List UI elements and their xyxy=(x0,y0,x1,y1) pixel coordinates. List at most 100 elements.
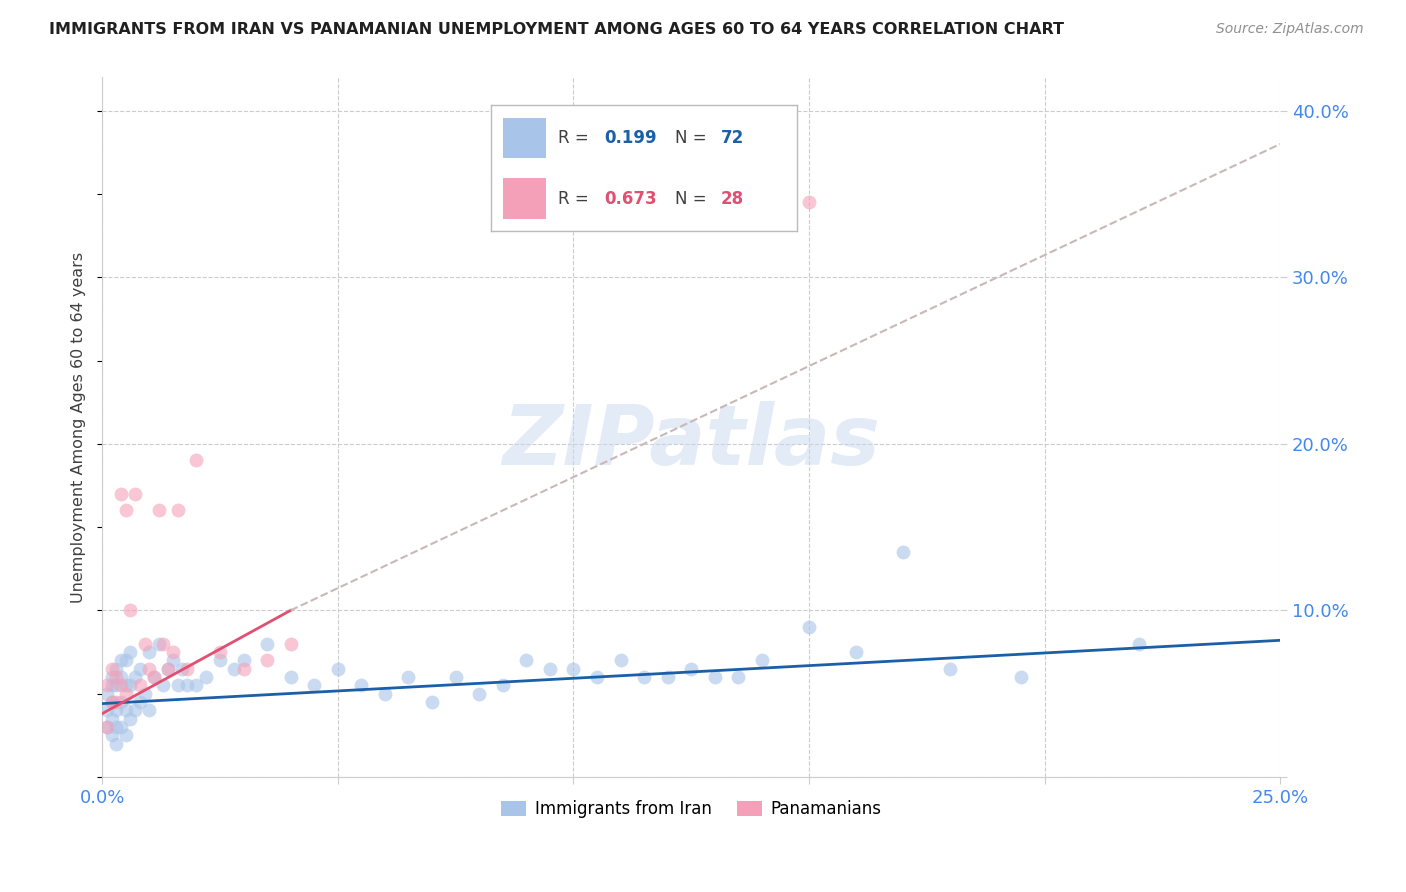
Point xyxy=(208,653,231,667)
Point xyxy=(703,670,725,684)
Point xyxy=(280,637,302,651)
Point xyxy=(96,720,118,734)
Point xyxy=(105,678,128,692)
Point xyxy=(224,662,246,676)
Point xyxy=(110,720,132,734)
Point xyxy=(194,670,217,684)
Point xyxy=(172,662,194,676)
Point xyxy=(100,695,122,709)
Point xyxy=(96,703,118,717)
Y-axis label: Unemployment Among Ages 60 to 64 years: Unemployment Among Ages 60 to 64 years xyxy=(72,252,86,603)
Point xyxy=(797,195,820,210)
Point xyxy=(398,670,420,684)
Point xyxy=(110,487,132,501)
Point xyxy=(143,670,166,684)
Point xyxy=(114,728,136,742)
Point xyxy=(100,712,122,726)
Point xyxy=(100,678,122,692)
Point xyxy=(114,703,136,717)
Point xyxy=(129,678,152,692)
Text: Source: ZipAtlas.com: Source: ZipAtlas.com xyxy=(1216,22,1364,37)
Point xyxy=(1128,637,1150,651)
Point xyxy=(100,670,122,684)
Point xyxy=(120,712,142,726)
Point xyxy=(110,670,132,684)
Point xyxy=(105,670,128,684)
Point xyxy=(166,503,188,517)
Point xyxy=(256,653,278,667)
Point xyxy=(232,653,254,667)
Point xyxy=(105,703,128,717)
Point xyxy=(96,687,118,701)
Point xyxy=(152,637,174,651)
Point xyxy=(148,503,170,517)
Point xyxy=(586,670,609,684)
Point xyxy=(105,662,128,676)
Point xyxy=(120,678,142,692)
Point xyxy=(727,670,749,684)
Point xyxy=(105,695,128,709)
Text: ZIPatlas: ZIPatlas xyxy=(502,401,880,482)
Point xyxy=(114,687,136,701)
Point xyxy=(105,737,128,751)
Point xyxy=(492,678,515,692)
Point xyxy=(538,662,561,676)
Point xyxy=(751,653,773,667)
Point xyxy=(124,670,146,684)
Point xyxy=(166,678,188,692)
Point xyxy=(633,670,655,684)
Point xyxy=(939,662,962,676)
Point xyxy=(208,645,231,659)
Point xyxy=(100,728,122,742)
Point xyxy=(515,653,537,667)
Point xyxy=(468,687,491,701)
Point xyxy=(162,653,184,667)
Point xyxy=(134,687,156,701)
Point xyxy=(891,545,914,559)
Point xyxy=(162,645,184,659)
Point xyxy=(120,645,142,659)
Point xyxy=(110,653,132,667)
Point xyxy=(681,662,703,676)
Point xyxy=(256,637,278,651)
Point xyxy=(105,720,128,734)
Point xyxy=(232,662,254,676)
Point xyxy=(350,678,373,692)
Point xyxy=(186,678,208,692)
Point xyxy=(797,620,820,634)
Point xyxy=(110,695,132,709)
Point xyxy=(129,695,152,709)
Point xyxy=(138,703,160,717)
Point xyxy=(302,678,325,692)
Point xyxy=(374,687,396,701)
Point xyxy=(124,487,146,501)
Point xyxy=(326,662,349,676)
Point xyxy=(148,637,170,651)
Point xyxy=(110,678,132,692)
Point xyxy=(280,670,302,684)
Point xyxy=(114,503,136,517)
Point xyxy=(143,670,166,684)
Point xyxy=(845,645,868,659)
Point xyxy=(134,637,156,651)
Point xyxy=(129,662,152,676)
Point xyxy=(114,653,136,667)
Point xyxy=(96,678,118,692)
Point xyxy=(176,678,198,692)
Point xyxy=(176,662,198,676)
Point xyxy=(157,662,180,676)
Point xyxy=(120,603,142,617)
Point xyxy=(444,670,467,684)
Text: IMMIGRANTS FROM IRAN VS PANAMANIAN UNEMPLOYMENT AMONG AGES 60 TO 64 YEARS CORREL: IMMIGRANTS FROM IRAN VS PANAMANIAN UNEMP… xyxy=(49,22,1064,37)
Point xyxy=(657,670,679,684)
Point xyxy=(124,703,146,717)
Point xyxy=(96,720,118,734)
Point xyxy=(186,453,208,467)
Point xyxy=(420,695,443,709)
Point xyxy=(100,695,122,709)
Point xyxy=(100,662,122,676)
Point xyxy=(114,678,136,692)
Point xyxy=(138,662,160,676)
Point xyxy=(138,645,160,659)
Point xyxy=(562,662,585,676)
